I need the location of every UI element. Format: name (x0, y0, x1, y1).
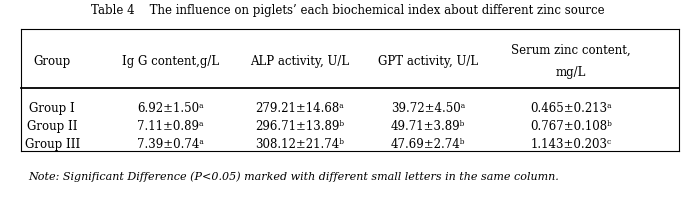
Text: 47.69±2.74ᵇ: 47.69±2.74ᵇ (390, 138, 466, 151)
Text: Note: Significant Difference (P<0.05) marked with different small letters in the: Note: Significant Difference (P<0.05) ma… (28, 172, 559, 182)
Text: ALP activity, U/L: ALP activity, U/L (250, 55, 349, 68)
Text: Ig G content,g/L: Ig G content,g/L (122, 55, 219, 68)
Text: 1.143±0.203ᶜ: 1.143±0.203ᶜ (530, 138, 611, 151)
Text: 49.71±3.89ᵇ: 49.71±3.89ᵇ (391, 120, 465, 133)
Text: Group: Group (33, 55, 71, 68)
Text: mg/L: mg/L (555, 66, 586, 79)
Text: Group II: Group II (27, 120, 77, 133)
Text: 279.21±14.68ᵃ: 279.21±14.68ᵃ (255, 102, 344, 115)
Text: 0.767±0.108ᵇ: 0.767±0.108ᵇ (530, 120, 612, 133)
Text: Serum zinc content,: Serum zinc content, (511, 44, 631, 57)
Text: 308.12±21.74ᵇ: 308.12±21.74ᵇ (255, 138, 344, 151)
Text: Group III: Group III (24, 138, 80, 151)
Text: 0.465±0.213ᵃ: 0.465±0.213ᵃ (530, 102, 612, 115)
Text: 7.39±0.74ᵃ: 7.39±0.74ᵃ (137, 138, 204, 151)
Text: Group I: Group I (29, 102, 75, 115)
Text: GPT activity, U/L: GPT activity, U/L (378, 55, 478, 68)
Text: 6.92±1.50ᵃ: 6.92±1.50ᵃ (137, 102, 204, 115)
Text: Table 4    The influence on piglets’ each biochemical index about different zinc: Table 4 The influence on piglets’ each b… (91, 4, 605, 18)
Text: 296.71±13.89ᵇ: 296.71±13.89ᵇ (255, 120, 344, 133)
Text: 7.11±0.89ᵃ: 7.11±0.89ᵃ (137, 120, 204, 133)
Text: 39.72±4.50ᵃ: 39.72±4.50ᵃ (391, 102, 465, 115)
